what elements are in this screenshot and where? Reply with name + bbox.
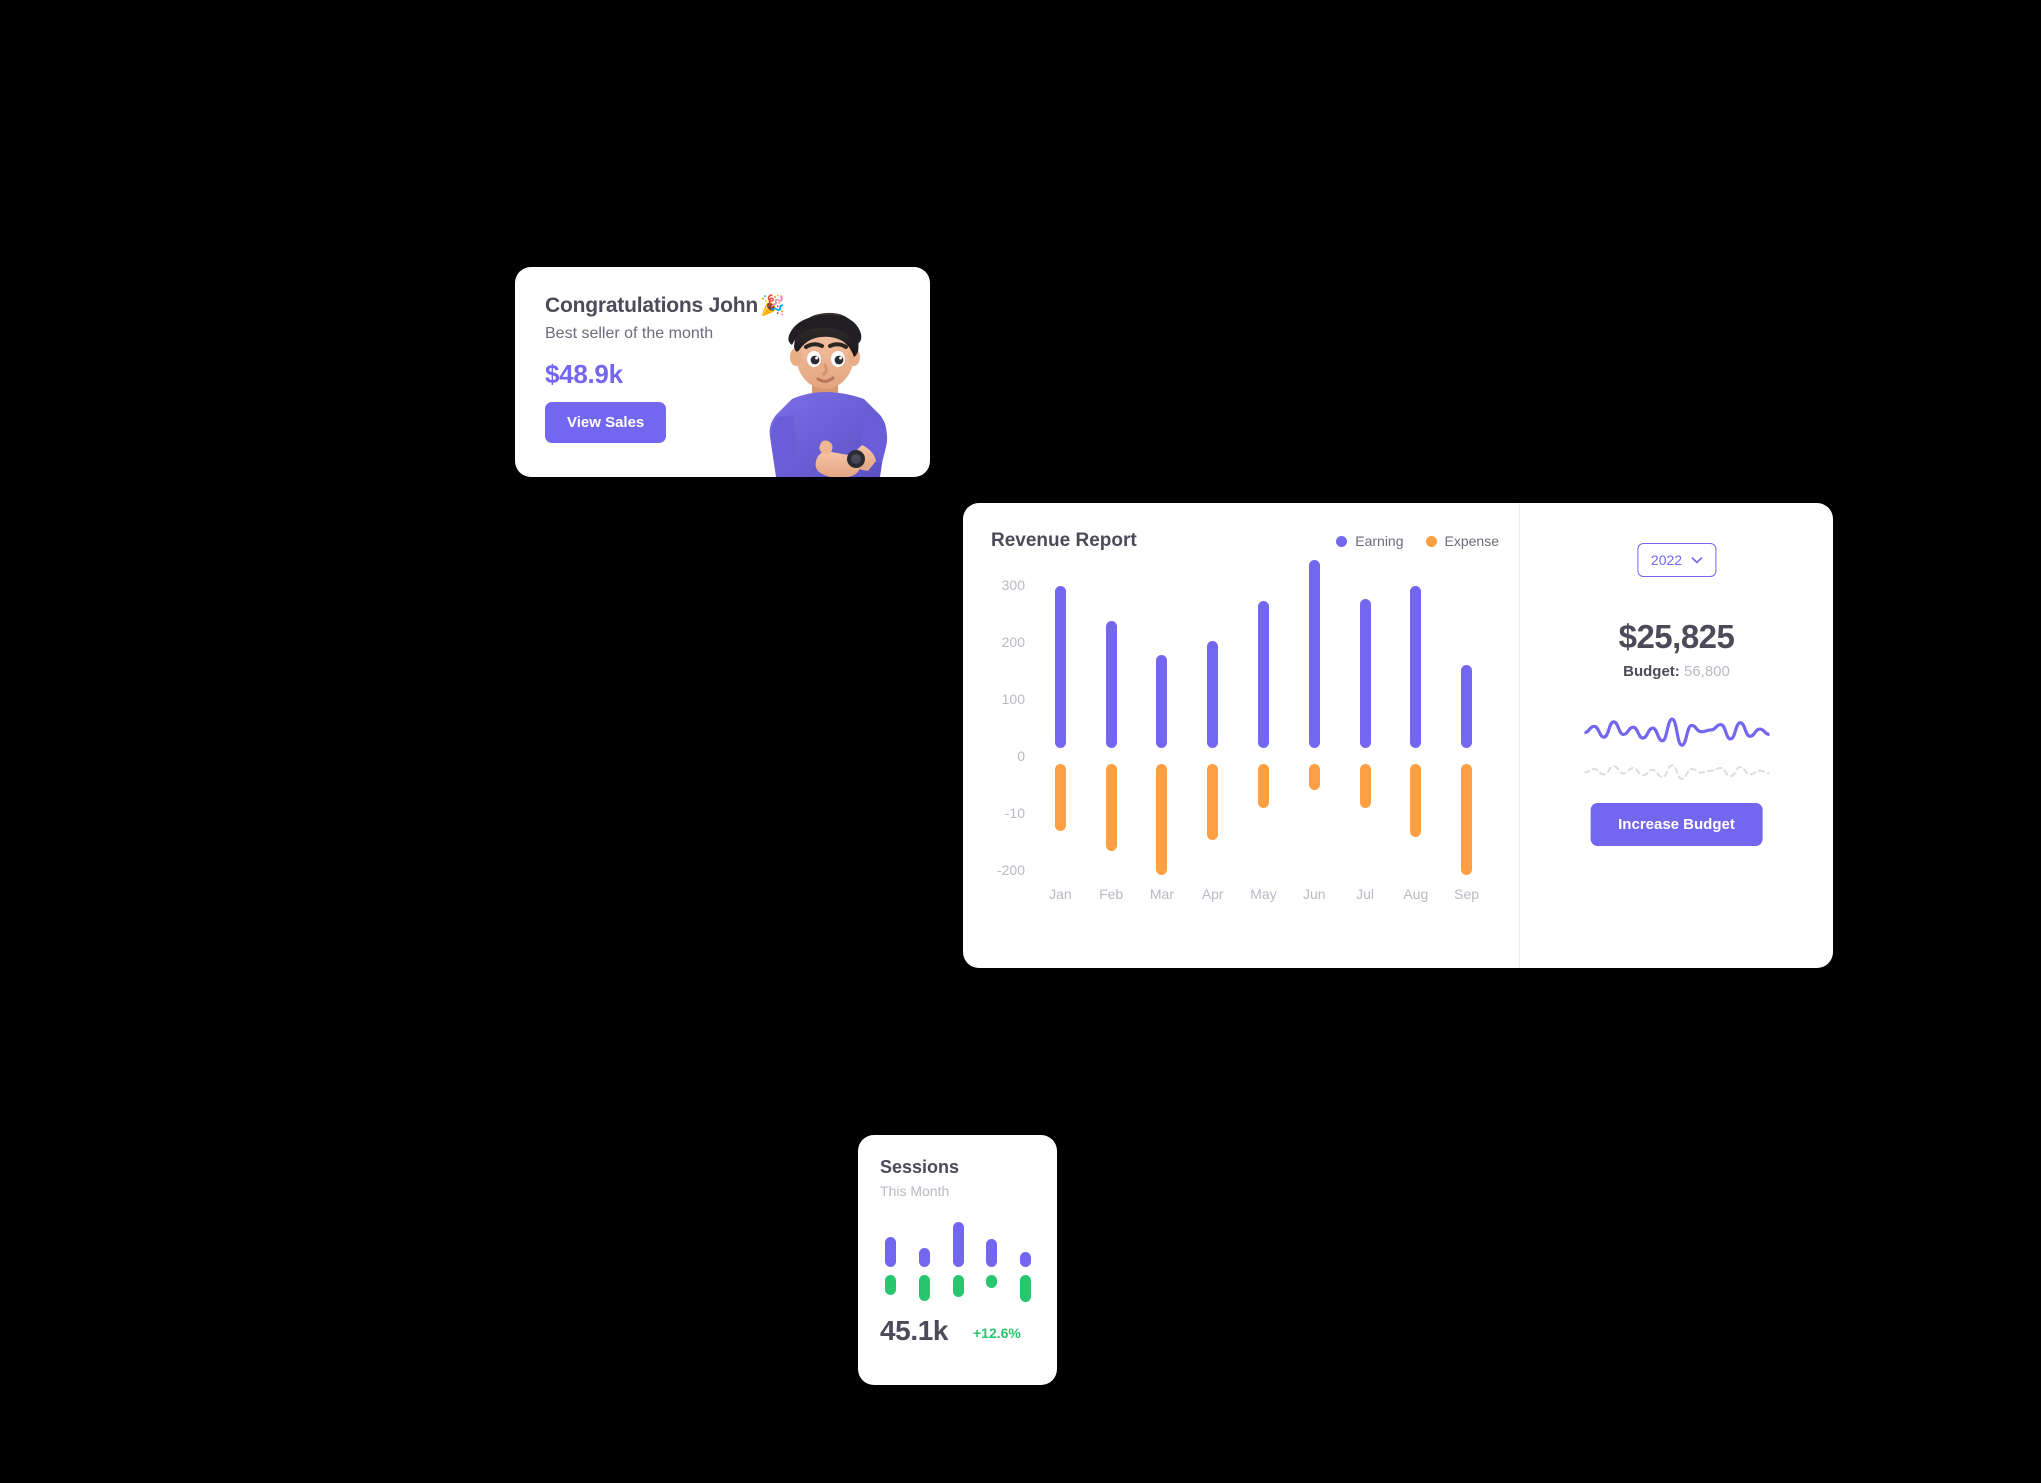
bar-earning xyxy=(1308,559,1320,748)
sessions-bar-top xyxy=(1019,1251,1031,1267)
sessions-bar-bottom xyxy=(918,1275,930,1301)
budget-detail: Budget: 56,800 xyxy=(1520,663,1833,680)
legend-label-earning: Earning xyxy=(1355,533,1404,549)
legend-label-expense: Expense xyxy=(1444,533,1499,549)
bar-expense xyxy=(1054,764,1066,832)
budget-panel: 2022 $25,825 Budget: 56,800 Increase Bud… xyxy=(1520,503,1833,968)
bar-expense xyxy=(1308,764,1320,790)
chevron-down-icon xyxy=(1691,556,1702,564)
bar-earning xyxy=(1461,665,1473,748)
legend-dot-earning xyxy=(1336,535,1348,547)
sessions-bar-top xyxy=(885,1236,897,1267)
sessions-bar-top xyxy=(986,1239,998,1267)
year-select-value: 2022 xyxy=(1650,552,1683,568)
budget-amount: $25,825 xyxy=(1618,618,1735,655)
bar-earning xyxy=(1156,655,1168,748)
sessions-bar-bottom xyxy=(952,1275,964,1298)
revenue-title: Revenue Report xyxy=(991,530,1137,551)
sparkline-budget-path xyxy=(1584,764,1769,780)
avatar-illustration xyxy=(769,312,888,477)
bar-expense xyxy=(1359,764,1371,809)
chart-y-axis: 300 200 100 0 -10 -200 xyxy=(971,575,1025,885)
budget-label: Budget: xyxy=(1623,663,1680,680)
chart-x-axis: Jan Feb Mar Apr May Jun Jul Aug Sep xyxy=(963,886,1520,910)
sessions-title: Sessions xyxy=(880,1157,960,1177)
sessions-card: Sessions This Month 45.1k +12.6% xyxy=(858,1135,1057,1385)
x-axis-label: Jan xyxy=(1049,886,1072,902)
sparkline-actual-path xyxy=(1584,717,1769,747)
sessions-delta-badge: +12.6% xyxy=(973,1325,1021,1341)
x-axis-label: Sep xyxy=(1454,886,1480,902)
revenue-header: Revenue Report Earning Expense xyxy=(991,530,1499,552)
x-axis-label: Jul xyxy=(1356,886,1374,902)
bar-earning xyxy=(1054,585,1066,748)
bar-expense xyxy=(1105,764,1117,851)
budget-value: 56,800 xyxy=(1679,663,1730,680)
y-axis-tick: 200 xyxy=(1001,634,1025,650)
y-axis-tick: 0 xyxy=(1017,748,1025,764)
bar-expense xyxy=(1410,764,1422,837)
x-axis-label: Aug xyxy=(1403,886,1429,902)
x-axis-label: Apr xyxy=(1201,886,1224,902)
revenue-report-card: Revenue Report Earning Expense 300 200 100… xyxy=(963,503,1833,968)
budget-sparkline xyxy=(1584,717,1769,780)
y-axis-tick: 100 xyxy=(1001,691,1025,707)
congratulations-card: Congratulations John 🎉 Best seller of th… xyxy=(515,267,930,477)
sessions-bar-bottom xyxy=(885,1275,897,1295)
bar-expense xyxy=(1258,764,1269,809)
x-axis-label: Feb xyxy=(1099,886,1124,902)
revenue-chart-panel: Revenue Report Earning Expense 300 200 100… xyxy=(963,503,1520,968)
congratulations-amount: $48.9k xyxy=(545,359,623,389)
y-axis-tick: 300 xyxy=(1001,577,1025,593)
bar-expense xyxy=(1156,764,1168,876)
congratulations-subtitle: Best seller of the month xyxy=(545,325,714,342)
legend-item-expense: Expense xyxy=(1425,533,1499,549)
bar-earning xyxy=(1258,600,1269,748)
bar-expense xyxy=(1207,764,1219,840)
year-select[interactable]: 2022 xyxy=(1636,543,1717,577)
view-sales-button[interactable]: View Sales xyxy=(545,402,667,443)
sessions-bar-bottom xyxy=(986,1275,998,1288)
legend-dot-expense xyxy=(1425,535,1437,547)
sessions-bar-top xyxy=(918,1248,930,1267)
y-axis-tick: -200 xyxy=(996,862,1025,878)
x-axis-label: May xyxy=(1250,886,1277,902)
bar-earning xyxy=(1410,585,1422,748)
party-popper-icon: 🎉 xyxy=(760,295,785,317)
sessions-bar-top xyxy=(952,1221,964,1267)
bar-earning xyxy=(1359,598,1371,748)
revenue-bar-chart xyxy=(963,559,1520,885)
revenue-legend: Earning Expense xyxy=(1336,533,1499,549)
x-axis-label: Jun xyxy=(1302,886,1326,902)
sessions-bar-chart xyxy=(874,1213,1042,1303)
x-axis-label: Mar xyxy=(1149,886,1174,902)
congratulations-content: Congratulations John 🎉 Best seller of th… xyxy=(545,293,785,443)
sessions-subtitle: This Month xyxy=(880,1183,950,1199)
y-axis-tick: -10 xyxy=(1004,805,1025,821)
increase-budget-button[interactable]: Increase Budget xyxy=(1590,803,1763,846)
bar-earning xyxy=(1105,621,1117,748)
sessions-bar-bottom xyxy=(1019,1275,1031,1302)
congratulations-title-text: Congratulations John xyxy=(545,293,758,317)
sessions-value: 45.1k xyxy=(880,1315,949,1346)
legend-item-earning: Earning xyxy=(1336,533,1404,549)
bar-expense xyxy=(1461,764,1473,876)
bar-earning xyxy=(1207,641,1219,748)
congratulations-title: Congratulations John 🎉 xyxy=(545,293,785,318)
